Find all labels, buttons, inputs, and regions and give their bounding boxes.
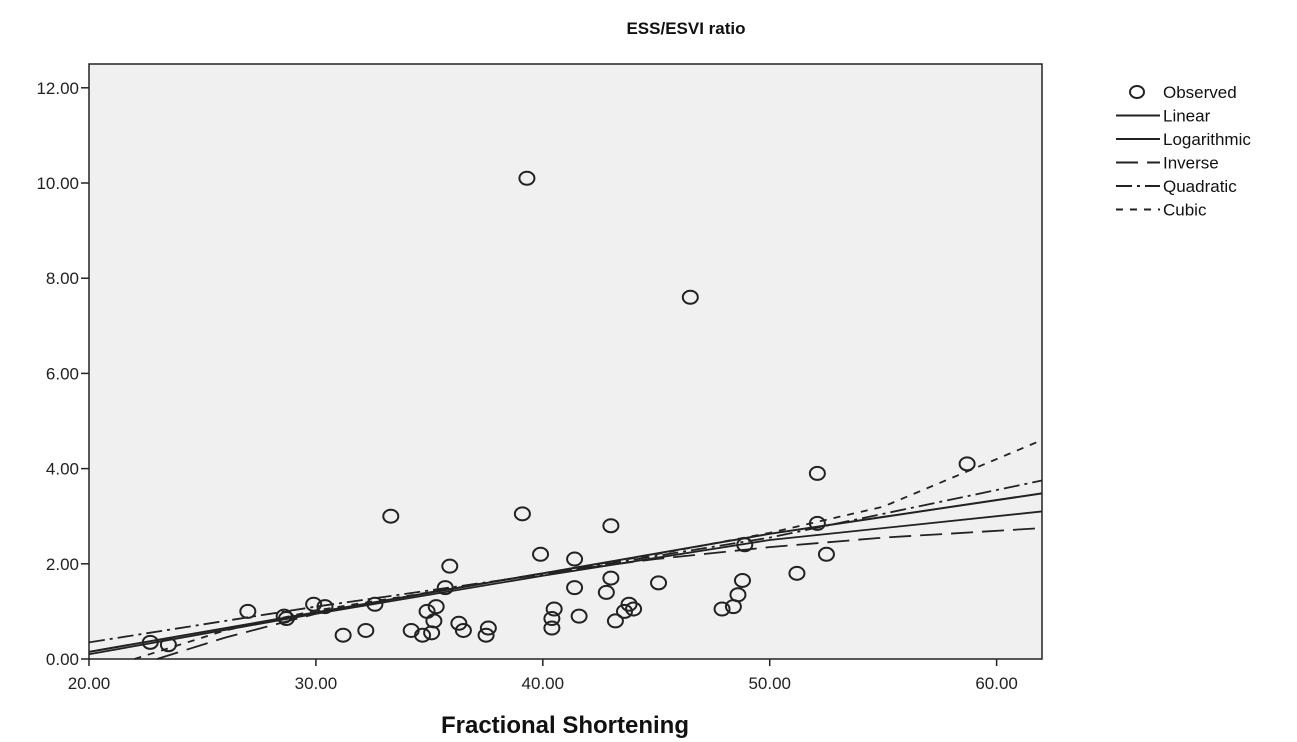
observed-point (316, 599, 334, 615)
y-tick-label: 6.00 (46, 364, 79, 383)
observed-point (441, 558, 459, 574)
observed-point (602, 518, 620, 534)
observed-point (479, 620, 497, 636)
observed-point (620, 596, 638, 612)
observed-point (681, 289, 699, 305)
observed-point (817, 546, 835, 562)
x-tick-label: 60.00 (975, 674, 1018, 693)
observed-point (545, 601, 563, 617)
observed-point (518, 170, 536, 186)
observed-point (277, 611, 295, 627)
legend-label-linear: Linear (1163, 107, 1211, 126)
observed-point (334, 627, 352, 643)
observed-point (427, 599, 445, 615)
fit-line-logarithmic (88, 510, 1043, 656)
observed-point (454, 622, 472, 638)
observed-point (141, 634, 159, 650)
fit-line-inverse (156, 527, 1043, 660)
observed-point (615, 603, 633, 619)
y-tick-label: 0.00 (46, 650, 79, 669)
fit-line-quadratic (88, 479, 1043, 644)
observed-point (597, 584, 615, 600)
observed-point (425, 613, 443, 629)
y-tick-label: 12.00 (36, 79, 79, 98)
fit-line-cubic (134, 439, 1043, 660)
observed-point (566, 580, 584, 596)
fit-lines (88, 439, 1043, 660)
y-axis: 0.00 2.00 4.00 6.00 8.00 10.00 12.00 (36, 79, 89, 669)
x-tick-label: 20.00 (68, 674, 111, 693)
observed-point (625, 601, 643, 617)
legend: Observed Linear Logarithmic Inverse Quadrati… (1116, 83, 1251, 220)
observed-point (650, 575, 668, 591)
x-tick-label: 30.00 (295, 674, 338, 693)
observed-point (305, 596, 323, 612)
observed-point (414, 627, 432, 643)
y-tick-label: 10.00 (36, 174, 79, 193)
observed-points (141, 170, 976, 653)
x-axis-label: Fractional Shortening (441, 712, 689, 739)
legend-label-observed: Observed (1163, 83, 1237, 102)
y-tick-label: 8.00 (46, 269, 79, 288)
legend-label-inverse: Inverse (1163, 154, 1219, 173)
observed-point (808, 515, 826, 531)
observed-point (450, 615, 468, 631)
observed-point (602, 570, 620, 586)
observed-point (532, 546, 550, 562)
y-tick-label: 2.00 (46, 555, 79, 574)
observed-point (736, 537, 754, 553)
observed-point (958, 456, 976, 472)
legend-label-cubic: Cubic (1163, 201, 1207, 220)
observed-point (366, 596, 384, 612)
observed-point (570, 608, 588, 624)
observed-point (733, 572, 751, 588)
fit-line-linear (88, 492, 1043, 653)
observed-point (239, 603, 257, 619)
observed-point (566, 551, 584, 567)
x-tick-label: 50.00 (748, 674, 791, 693)
legend-label-logarithmic: Logarithmic (1163, 130, 1251, 149)
plot-area (88, 63, 1043, 660)
observed-point (713, 601, 731, 617)
observed-point (606, 613, 624, 629)
observed-point (513, 506, 531, 522)
observed-point (788, 565, 806, 581)
y-tick-label: 4.00 (46, 460, 79, 479)
legend-label-quadratic: Quadratic (1163, 177, 1237, 196)
observed-point (808, 465, 826, 481)
x-axis: 20.00 30.00 40.00 50.00 60.00 (68, 659, 1018, 693)
observed-point (543, 620, 561, 636)
observed-point (436, 580, 454, 596)
observed-point (357, 622, 375, 638)
x-tick-label: 40.00 (522, 674, 565, 693)
observed-point (543, 611, 561, 627)
legend-symbol-observed (1129, 85, 1145, 99)
observed-point (159, 637, 177, 653)
chart-title: ESS/ESVI ratio (626, 19, 745, 38)
observed-point (275, 608, 293, 624)
observed-point (477, 627, 495, 643)
observed-point (382, 508, 400, 524)
observed-point (729, 587, 747, 603)
